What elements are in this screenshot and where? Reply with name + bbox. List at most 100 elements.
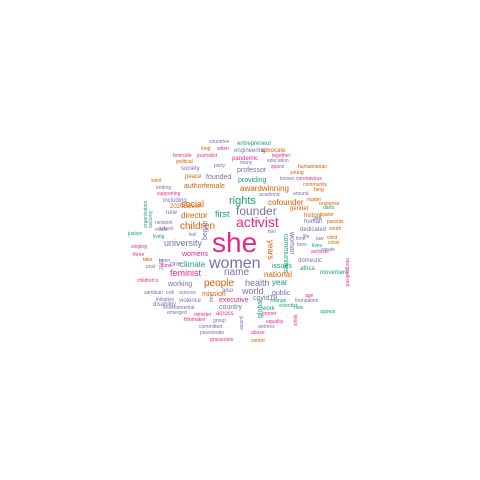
cloud-word: abuse bbox=[251, 330, 265, 336]
cloud-word: woman bbox=[288, 231, 295, 255]
cloud-word: years bbox=[266, 240, 275, 260]
cloud-word: child bbox=[327, 235, 338, 241]
cloud-word: foundation bbox=[295, 298, 319, 304]
cloud-word: rights bbox=[229, 195, 256, 207]
cloud-word: many bbox=[240, 160, 253, 166]
cloud-word: when bbox=[217, 146, 229, 152]
cloud-word: health bbox=[245, 278, 270, 288]
cloud-word: across bbox=[216, 311, 234, 317]
cloud-word: passionate bbox=[200, 330, 224, 336]
cloud-word: 2020career bbox=[170, 204, 200, 210]
cloud-word: lives bbox=[312, 243, 323, 249]
cloud-word: party bbox=[214, 163, 226, 169]
cloud-word: women bbox=[208, 255, 261, 272]
cloud-word: now bbox=[294, 305, 304, 311]
cloud-word: grassroots bbox=[210, 337, 234, 343]
cloud-word: south bbox=[329, 226, 341, 232]
cloud-word: university bbox=[164, 238, 203, 248]
cloud-word: former bbox=[262, 311, 277, 317]
cloud-word: climate bbox=[180, 260, 206, 269]
cloud-word: set bbox=[253, 219, 260, 225]
cloud-word: network bbox=[155, 220, 173, 226]
cloud-word: darts bbox=[323, 205, 335, 211]
cloud-word: made bbox=[155, 227, 168, 233]
cloud-word: dedicated bbox=[300, 227, 326, 233]
cloud-word: age bbox=[305, 293, 314, 299]
cloud-word: law bbox=[316, 236, 324, 242]
cloud-word: crisis bbox=[328, 240, 340, 246]
cloud-word: authorfemale bbox=[184, 183, 225, 190]
cloud-word: take bbox=[143, 257, 153, 263]
cloud-word: girls bbox=[313, 216, 323, 222]
cloud-word: security bbox=[148, 210, 154, 228]
cloud-word: global bbox=[257, 299, 264, 318]
cloud-word: organisation bbox=[143, 201, 149, 228]
cloud-word: political bbox=[176, 159, 193, 165]
cloud-word: public bbox=[272, 290, 291, 297]
cloud-word: she bbox=[212, 227, 257, 258]
cloud-word: director bbox=[181, 211, 208, 220]
cloud-word: long bbox=[201, 146, 211, 152]
cloud-word: national bbox=[264, 270, 292, 279]
cloud-word: scientist bbox=[279, 303, 298, 309]
cloud-word: violence bbox=[179, 298, 202, 304]
cloud-word: fang bbox=[314, 187, 324, 193]
cloud-word: leader bbox=[320, 212, 334, 218]
cloud-word: supporting bbox=[157, 191, 181, 197]
cloud-word: films bbox=[161, 263, 172, 269]
cloud-word: two bbox=[268, 229, 276, 235]
cloud-word: award bbox=[239, 316, 245, 330]
cloud-word: life bbox=[303, 234, 310, 240]
cloud-word: group bbox=[213, 318, 226, 324]
cloud-word: time bbox=[296, 236, 306, 242]
cloud-word: name bbox=[224, 267, 249, 278]
cloud-word: response bbox=[319, 201, 340, 207]
cloud-word: domestic bbox=[298, 258, 322, 264]
cloud-word: pandemic bbox=[232, 156, 258, 162]
cloud-word: entrepreneur bbox=[237, 141, 271, 147]
cloud-word: ending bbox=[156, 185, 171, 191]
cloud-word: peace bbox=[185, 174, 202, 180]
cloud-word: providing bbox=[238, 177, 267, 184]
cloud-word: born bbox=[297, 242, 307, 248]
cloud-word: school bbox=[159, 226, 173, 232]
cloud-word: academic bbox=[259, 192, 281, 198]
cloud-word: country bbox=[219, 304, 242, 311]
cloud-word: also bbox=[222, 288, 234, 294]
cloud-word: movement bbox=[320, 270, 348, 276]
cloud-word: issues bbox=[272, 263, 292, 270]
cloud-word: coronavirus bbox=[296, 176, 322, 182]
cloud-word: mission bbox=[202, 291, 226, 298]
cloud-word: people bbox=[204, 278, 234, 289]
cloud-word: change bbox=[270, 298, 287, 304]
cloud-word: around bbox=[293, 191, 309, 197]
cloud-word: work bbox=[261, 306, 276, 312]
cloud-word: committed bbox=[199, 324, 222, 330]
cloud-word: children's bbox=[137, 278, 158, 284]
cloud-word: world bbox=[241, 286, 264, 296]
cloud-word: civil bbox=[166, 290, 174, 296]
cloud-word: education bbox=[267, 158, 289, 164]
cloud-word: social bbox=[181, 199, 204, 209]
cloud-word: marginalised bbox=[344, 258, 350, 287]
cloud-word: including bbox=[163, 198, 187, 204]
cloud-word: equality bbox=[266, 319, 284, 325]
cloud-word: first bbox=[215, 209, 230, 219]
cloud-word: post bbox=[146, 264, 156, 270]
cloud-word: activist bbox=[236, 214, 279, 230]
cloud-word: centre bbox=[251, 338, 265, 344]
cloud-word: gender bbox=[290, 206, 309, 212]
cloud-word: countries bbox=[209, 139, 230, 145]
cloud-word: justice bbox=[127, 231, 142, 237]
cloud-word: community bbox=[303, 182, 328, 188]
cloud-word: founded bbox=[206, 174, 231, 181]
cloud-word: science bbox=[179, 290, 196, 296]
cloud-word: engineering bbox=[234, 148, 265, 154]
cloud-word: journalist bbox=[196, 153, 218, 159]
cloud-word: disability bbox=[153, 302, 176, 308]
cloud-word: founder bbox=[236, 204, 277, 218]
cloud-word: covid19 bbox=[253, 295, 277, 302]
cloud-word: one bbox=[170, 261, 182, 268]
cloud-word: white bbox=[293, 314, 299, 326]
